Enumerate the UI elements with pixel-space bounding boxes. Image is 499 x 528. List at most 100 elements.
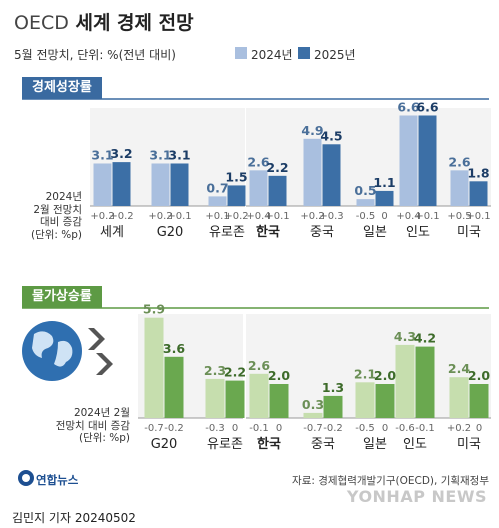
price-value-2024-4: 2.1	[354, 366, 376, 381]
growth-change-2024-2: +0.1	[205, 211, 229, 222]
growth-value-2024-2: 0.7	[206, 180, 228, 195]
price-value-2024-0: 5.9	[143, 302, 165, 317]
growth-value-2025-4: 4.5	[320, 128, 342, 143]
growth-change-2025-5: 0	[381, 211, 387, 222]
globe-land-1	[32, 331, 54, 358]
growth-change-2024-7: +0.5	[447, 211, 471, 222]
price-bar-2025-0	[164, 356, 184, 418]
growth-change-2024-1: +0.2	[148, 211, 172, 222]
growth-bar-2024-7	[450, 170, 469, 206]
legend-swatch-2024	[235, 47, 247, 59]
price-note-line-3: (단위: %p)	[78, 432, 130, 444]
price-value-2024-3: 0.3	[302, 397, 324, 412]
growth-category-4: 중국	[310, 225, 334, 240]
price-value-2024-2: 2.6	[248, 358, 270, 373]
price-category-4: 일본	[363, 437, 387, 452]
growth-value-2024-6: 6.6	[397, 99, 419, 114]
price-bar-2024-1	[205, 378, 225, 418]
price-category-0: G20	[151, 437, 178, 452]
growth-note-line-1: 2024년	[45, 191, 82, 203]
growth-category-5: 일본	[363, 225, 387, 240]
growth-value-2024-5: 0.5	[354, 183, 376, 198]
price-category-2: 한국	[257, 436, 281, 452]
price-change-2025-3: -0.2	[323, 423, 343, 434]
growth-change-2025-0: +0.2	[109, 211, 133, 222]
growth-bar-2024-3	[249, 170, 268, 206]
price-change-2024-3: -0.7	[303, 423, 323, 434]
growth-note-line-2: 2월 전망치	[33, 203, 82, 216]
price-note-line-1: 2024년 2월	[73, 407, 130, 419]
growth-category-6: 인도	[406, 225, 430, 240]
growth-note-line-3: 대비 증감	[40, 216, 82, 228]
chevron-icon-1	[88, 328, 105, 350]
price-bar-2025-6	[469, 384, 489, 418]
logo-text: 연합뉴스	[36, 473, 79, 487]
growth-change-2024-4: +0.2	[300, 211, 324, 222]
growth-change-2024-6: +0.4	[396, 211, 420, 222]
title-prefix: OECD	[14, 12, 69, 34]
growth-category-7: 미국	[457, 225, 481, 240]
price-note-line-2: 전망치 대비 증감	[55, 419, 130, 432]
watermark: YONHAP NEWS	[346, 487, 487, 506]
growth-value-2024-1: 3.1	[149, 147, 171, 162]
chevron-icon-2	[96, 353, 113, 375]
growth-section-badge: 경제성장률	[22, 77, 102, 99]
price-change-2025-1: 0	[232, 423, 238, 434]
price-bar-2025-4	[375, 384, 395, 418]
growth-change-2025-1: +0.1	[167, 211, 191, 222]
growth-bar-2024-5	[356, 199, 375, 206]
growth-category-3: 한국	[256, 224, 280, 240]
source-note: 자료: 경제협력개발기구(OECD), 기획재정부	[292, 475, 489, 487]
globe-land-2	[54, 340, 73, 367]
price-bar-2024-5	[395, 344, 415, 418]
growth-value-2025-0: 3.2	[110, 146, 132, 161]
title-main: 세계 경제 전망	[75, 12, 194, 34]
growth-bar-2025-6	[418, 115, 437, 206]
price-value-2024-5: 4.3	[394, 329, 416, 344]
price-category-3: 중국	[311, 437, 335, 452]
growth-bar-2024-6	[399, 115, 418, 206]
growth-change-2025-6: +0.1	[415, 211, 439, 222]
price-change-2025-5: -0.1	[415, 423, 435, 434]
price-bar-2024-3	[303, 412, 323, 418]
price-bar-2025-1	[225, 380, 245, 418]
price-bar-2024-0	[144, 317, 164, 418]
logo-mark-inner	[22, 474, 30, 482]
price-change-2024-5: -0.6	[395, 423, 415, 434]
growth-bar-2025-7	[469, 181, 488, 206]
growth-panel-bg	[246, 108, 491, 206]
growth-change-2024-0: +0.2	[90, 211, 114, 222]
growth-bar-2025-4	[322, 144, 341, 206]
growth-value-2025-6: 6.6	[416, 99, 438, 114]
price-value-2025-4: 2.0	[374, 368, 396, 383]
decor-layer	[18, 98, 489, 486]
price-change-2025-4: 0	[382, 423, 388, 434]
growth-bar-2024-0	[93, 163, 112, 206]
growth-category-0: 세계	[100, 225, 124, 240]
byline: 김민지 기자 20240502	[12, 511, 136, 525]
growth-value-2025-2: 1.5	[225, 169, 247, 184]
price-change-2025-6: 0	[476, 423, 482, 434]
growth-bar-2025-0	[112, 162, 131, 206]
legend-label-2025: 2025년	[314, 48, 356, 62]
growth-bar-2025-3	[268, 175, 287, 206]
price-value-2025-6: 2.0	[468, 368, 490, 383]
price-change-2024-6: +0.2	[447, 423, 471, 434]
price-change-note: 2024년 2월 전망치 대비 증감 (단위: %p)	[56, 407, 130, 445]
price-bar-2024-6	[449, 377, 469, 418]
growth-value-2024-7: 2.6	[448, 154, 470, 169]
growth-bar-2025-1	[170, 163, 189, 206]
price-change-2024-1: -0.3	[205, 423, 225, 434]
price-change-2025-0: -0.2	[164, 423, 184, 434]
price-value-2025-3: 1.3	[322, 380, 344, 395]
price-change-2024-2: -0.1	[249, 423, 269, 434]
price-category-5: 인도	[403, 437, 427, 452]
globe-icon	[22, 321, 82, 381]
growth-change-2025-7: +0.1	[466, 211, 490, 222]
growth-change-2025-3: +0.1	[265, 211, 289, 222]
page-title: OECD 세계 경제 전망	[14, 8, 194, 35]
growth-bar-2024-1	[151, 163, 170, 206]
legend-swatch-2025	[298, 47, 310, 59]
